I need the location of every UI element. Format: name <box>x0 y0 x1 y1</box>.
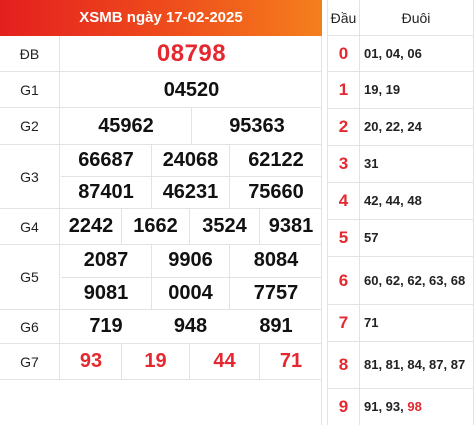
loto-tail-special: 98 <box>407 399 422 414</box>
prize-number: 93 <box>79 350 103 372</box>
prize-number: 7757 <box>253 282 299 304</box>
prize-number: 87401 <box>78 181 134 203</box>
prize-number: 3524 <box>202 215 247 237</box>
loto-tails: 42, 44, 48 <box>364 193 422 208</box>
row-prize-4: G4 2242 1662 3524 9381 <box>0 209 322 245</box>
prize-number: 44 <box>213 350 236 372</box>
loto-row: 9 91, 93, 98 <box>328 389 473 425</box>
cell-divider <box>229 145 230 208</box>
cell-divider <box>259 344 260 379</box>
prize-number: 719 <box>89 315 123 337</box>
prize-label: ĐB <box>0 36 60 71</box>
loto-row: 3 31 <box>328 146 473 183</box>
prize-number: 9081 <box>83 282 129 304</box>
special-prize-number: 08798 <box>156 40 227 67</box>
prize-number: 8084 <box>253 249 299 271</box>
row-prize-6: G6 719 948 891 <box>0 310 322 344</box>
loto-row: 0 01, 04, 06 <box>328 36 473 72</box>
prize-number: 891 <box>259 315 293 337</box>
cell-divider <box>151 245 152 309</box>
prize-label: G5 <box>0 245 60 309</box>
prize-label: G4 <box>0 209 60 244</box>
loto-tails: 20, 22, 24 <box>364 119 422 134</box>
prize-number: 24068 <box>162 149 219 171</box>
loto-row: 5 57 <box>328 220 473 257</box>
cell-divider <box>259 209 260 244</box>
row-special-prize: ĐB 08798 <box>0 36 322 72</box>
loto-tails: 60, 62, 62, 63, 68 <box>364 272 466 288</box>
column-divider <box>359 0 360 425</box>
cell-divider <box>61 176 322 177</box>
prize-number: 1662 <box>133 215 178 237</box>
prize-number: 9906 <box>168 249 213 271</box>
cell-divider <box>151 145 152 208</box>
row-prize-3: G3 66687 24068 62122 87401 46231 75660 <box>0 145 322 209</box>
row-prize-5: G5 2087 9906 8084 9081 0004 7757 <box>0 245 322 310</box>
loto-row: 7 71 <box>328 305 473 342</box>
loto-head: 7 <box>338 313 349 332</box>
loto-row: 2 20, 22, 24 <box>328 109 473 146</box>
prize-label: G2 <box>0 108 60 144</box>
prize-number: 46231 <box>162 181 219 203</box>
prize-number: 948 <box>173 315 208 337</box>
prize-number: 95363 <box>229 114 285 137</box>
prize-number: 62122 <box>248 149 304 171</box>
loto-tails: 91, 93, 98 <box>364 389 469 425</box>
results-title: XSMB ngày 17-02-2025 <box>0 0 322 36</box>
prize-number: 2242 <box>68 215 114 237</box>
loto-row: 4 42, 44, 48 <box>328 183 473 220</box>
loto-head: 6 <box>338 270 349 290</box>
cell-divider <box>229 245 230 309</box>
prize-number: 2087 <box>83 249 129 271</box>
prize-number: 04520 <box>163 78 220 101</box>
loto-head: 5 <box>338 228 349 247</box>
prize-number: 0004 <box>168 282 213 304</box>
row-prize-1: G1 04520 <box>0 72 322 108</box>
prize-number: 75660 <box>248 181 304 203</box>
loto-row: 8 81, 81, 84, 87, 87 <box>328 342 473 389</box>
cell-divider <box>191 108 192 144</box>
prize-number: 9381 <box>268 215 314 237</box>
loto-header: Đầu Đuôi <box>328 0 473 36</box>
loto-tails: 57 <box>364 230 379 245</box>
loto-tails: 01, 04, 06 <box>364 45 422 61</box>
loto-head: 1 <box>338 80 349 99</box>
loto-head: 8 <box>338 355 349 374</box>
loto-head: 4 <box>338 191 349 210</box>
row-prize-2: G2 45962 95363 <box>0 108 322 145</box>
prize-label: G1 <box>0 72 60 107</box>
results-table: XSMB ngày 17-02-2025 ĐB 08798 G1 04520 G… <box>0 0 322 425</box>
loto-tails: 19, 19 <box>364 82 401 97</box>
prize-number: 66687 <box>78 149 134 171</box>
cell-divider <box>61 277 322 278</box>
loto-head: 9 <box>338 397 349 416</box>
loto-tails: 31 <box>364 156 379 171</box>
prize-number: 19 <box>144 350 167 372</box>
prize-label: G7 <box>0 344 60 379</box>
prize-number: 71 <box>279 350 303 372</box>
head-column-label: Đầu <box>330 10 357 26</box>
prize-label: G6 <box>0 310 60 343</box>
loto-head: 2 <box>338 117 349 136</box>
cell-divider <box>121 344 122 379</box>
loto-tails: 81, 81, 84, 87, 87 <box>364 357 466 372</box>
tail-column-label: Đuôi <box>401 10 431 26</box>
loto-tails-text: 91, 93, <box>364 399 408 414</box>
prize-label: G3 <box>0 145 60 208</box>
cell-divider <box>189 344 190 379</box>
loto-row: 6 60, 62, 62, 63, 68 <box>328 257 473 305</box>
loto-row: 1 19, 19 <box>328 72 473 109</box>
cell-divider <box>121 209 122 244</box>
loto-head: 3 <box>338 154 349 173</box>
row-prize-7: G7 93 19 44 71 <box>0 344 322 380</box>
cell-divider <box>189 209 190 244</box>
loto-table: Đầu Đuôi 0 01, 04, 06 1 19, 19 2 20, 22,… <box>327 0 474 425</box>
loto-tails: 71 <box>364 315 379 330</box>
loto-head: 0 <box>338 43 349 63</box>
prize-number: 45962 <box>98 114 154 137</box>
